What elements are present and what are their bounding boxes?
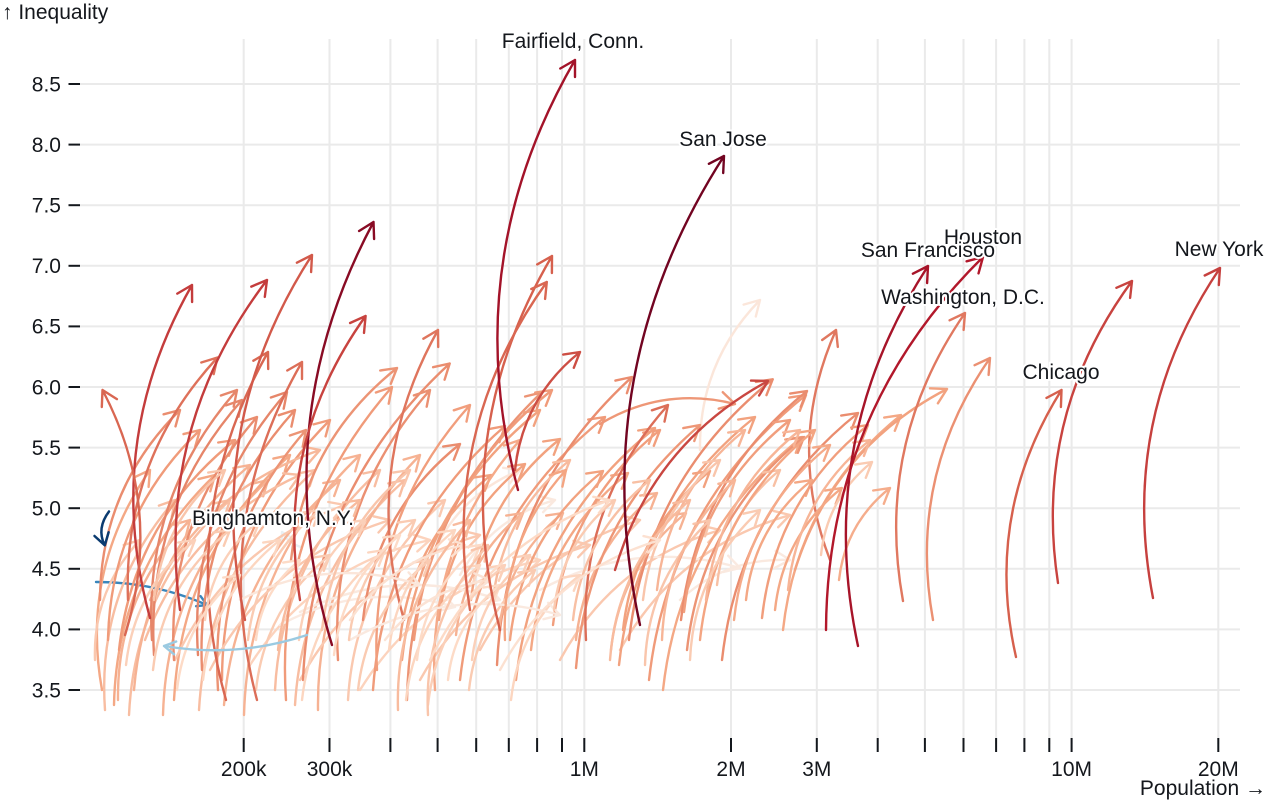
svg-text:3.5: 3.5 (32, 679, 61, 702)
svg-text:300k: 300k (307, 758, 353, 781)
svg-text:20M: 20M (1198, 758, 1239, 781)
svg-text:New York: New York (1175, 238, 1264, 261)
svg-text:4.0: 4.0 (32, 619, 61, 642)
svg-text:5.0: 5.0 (32, 498, 61, 521)
svg-text:1M: 1M (570, 758, 599, 781)
svg-text:8.0: 8.0 (32, 134, 61, 157)
svg-text:2M: 2M (716, 758, 745, 781)
svg-text:San Jose: San Jose (679, 128, 767, 151)
svg-text:8.5: 8.5 (32, 73, 61, 96)
svg-text:↑ Inequality: ↑ Inequality (2, 1, 109, 24)
svg-text:7.5: 7.5 (32, 195, 61, 218)
svg-text:Houston: Houston (944, 226, 1022, 249)
svg-text:Chicago: Chicago (1022, 361, 1099, 384)
svg-text:Binghamton, N.Y.: Binghamton, N.Y. (192, 507, 354, 530)
svg-text:7.0: 7.0 (32, 255, 61, 278)
svg-text:5.5: 5.5 (32, 437, 61, 460)
svg-text:Population →: Population → (1140, 777, 1266, 800)
svg-text:Washington, D.C.: Washington, D.C. (881, 286, 1045, 309)
svg-text:Fairfield, Conn.: Fairfield, Conn. (502, 30, 644, 53)
svg-text:San Francisco: San Francisco (861, 239, 995, 262)
svg-text:10M: 10M (1051, 758, 1092, 781)
svg-text:200k: 200k (221, 758, 267, 781)
svg-text:4.5: 4.5 (32, 558, 61, 581)
svg-text:6.5: 6.5 (32, 316, 61, 339)
svg-text:6.0: 6.0 (32, 376, 61, 399)
svg-text:3M: 3M (802, 758, 831, 781)
